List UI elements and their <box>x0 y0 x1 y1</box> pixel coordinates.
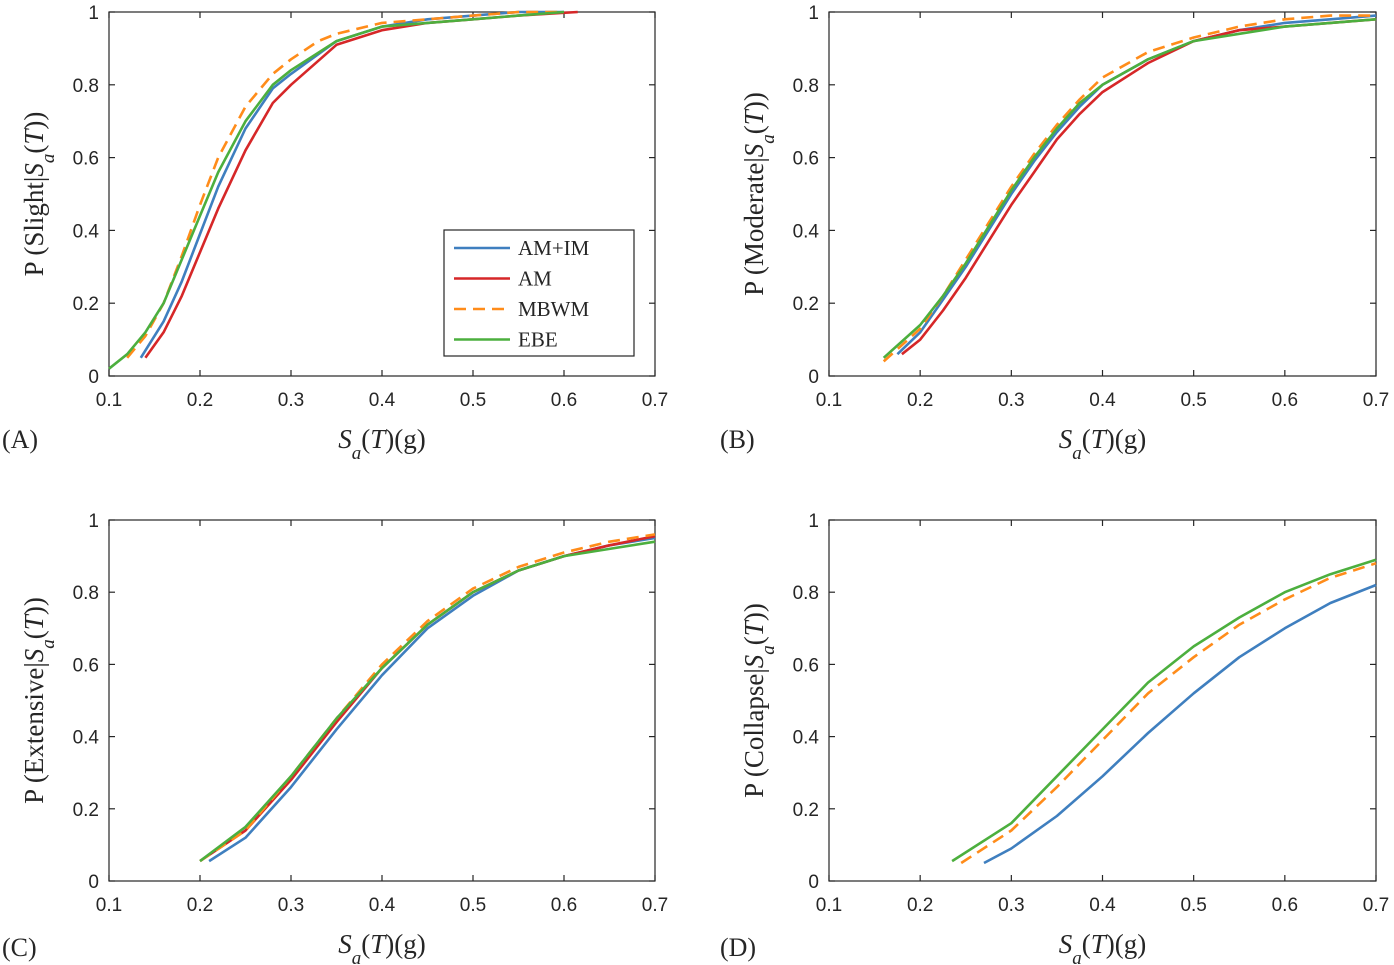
x-tick-label: 0.3 <box>278 895 304 916</box>
x-tick-label: 0.1 <box>816 895 842 916</box>
x-tick-label: 0.5 <box>1180 390 1206 411</box>
x-tick-label: 0.7 <box>1363 895 1389 916</box>
y-tick-label: 1 <box>808 3 819 24</box>
panel-label: (A) <box>2 425 38 454</box>
legend-label: AM+IM <box>518 236 590 260</box>
y-tick-label: 0 <box>88 872 99 893</box>
legend-label: MBWM <box>518 297 590 321</box>
series-line-am-plus-im <box>208 536 656 863</box>
x-tick-label: 0.1 <box>816 390 842 411</box>
x-tick-label: 0.6 <box>1272 390 1298 411</box>
y-axis-label: P (Slight|Sa(T)) <box>19 112 59 277</box>
x-tick-label: 0.5 <box>1180 895 1206 916</box>
y-tick-label: 0.8 <box>793 76 819 97</box>
series-line-mbwm <box>882 14 1376 363</box>
series-line-ebe <box>199 540 656 863</box>
x-tick-label: 0.4 <box>369 895 396 916</box>
y-tick-label: 0.2 <box>73 294 99 315</box>
series-line-mbwm <box>126 10 564 359</box>
x-tick-label: 0.6 <box>1272 895 1298 916</box>
x-tick-label: 0.7 <box>642 390 668 411</box>
series-line-am-plus-im <box>139 10 564 359</box>
y-tick-label: 0.4 <box>793 728 820 749</box>
x-tick-label: 0.2 <box>907 895 933 916</box>
y-tick-label: 0.6 <box>793 655 819 676</box>
x-tick-label: 0.2 <box>187 390 213 411</box>
x-tick-label: 0.6 <box>551 390 577 411</box>
x-tick-label: 0.5 <box>460 390 486 411</box>
x-tick-label: 0.3 <box>998 895 1024 916</box>
y-tick-label: 0.2 <box>793 800 819 821</box>
panel-d: 0.1 0.2 0.3 0.4 0.5 0.6 0.7 0 0.2 0.4 0.6 0.8 1 Sa(T)… <box>720 511 1389 965</box>
legend-label: EBE <box>518 328 558 352</box>
y-axis-label: P (Collapse|Sa(T)) <box>739 603 779 798</box>
series-line-am-plus-im <box>896 14 1377 356</box>
series-line-ebe <box>882 18 1377 359</box>
x-axis-label: Sa(T)(g) <box>1059 424 1147 464</box>
y-tick-label: 0 <box>808 367 819 388</box>
x-tick-label: 0.1 <box>96 390 122 411</box>
x-tick-label: 0.7 <box>642 895 668 916</box>
series-line-mbwm <box>960 562 1377 865</box>
y-axis-label: P (Moderate|Sa(T)) <box>739 92 779 296</box>
y-tick-label: 0.8 <box>73 583 99 604</box>
axes-box <box>828 11 1377 377</box>
series-line-ebe <box>108 10 565 370</box>
series-line-am <box>901 18 1377 356</box>
x-axis-label: Sa(T)(g) <box>338 929 426 965</box>
axes-box <box>828 519 1377 882</box>
panel-label: (C) <box>2 933 37 962</box>
x-tick-label: 0.6 <box>551 895 577 916</box>
x-tick-label: 0.4 <box>1089 895 1116 916</box>
y-tick-label: 0.2 <box>73 800 99 821</box>
legend-label: AM <box>518 267 552 291</box>
y-tick-label: 0 <box>808 872 819 893</box>
y-tick-label: 0.4 <box>793 221 820 242</box>
y-tick-label: 0.6 <box>73 149 99 170</box>
y-axis-label: P (Extensive|Sa(T)) <box>19 597 59 804</box>
legend: AM+IM AM MBWM EBE <box>443 229 635 357</box>
x-tick-label: 0.2 <box>907 390 933 411</box>
axes-box <box>108 519 656 882</box>
x-tick-label: 0.1 <box>96 895 122 916</box>
y-tick-label: 0.8 <box>73 76 99 97</box>
y-tick-label: 0.6 <box>793 149 819 170</box>
x-axis-label: Sa(T)(g) <box>338 424 426 464</box>
series-line-ebe <box>951 558 1377 863</box>
y-tick-label: 1 <box>88 3 99 24</box>
x-tick-label: 0.5 <box>460 895 486 916</box>
panel-b: 0.1 0.2 0.3 0.4 0.5 0.6 0.7 0 0.2 0.4 0.6 0.8 1 Sa(T)… <box>720 3 1389 464</box>
legend-box <box>443 229 635 357</box>
x-tick-label: 0.3 <box>998 390 1024 411</box>
x-axis-label: Sa(T)(g) <box>1059 929 1147 965</box>
y-tick-label: 0.4 <box>73 728 100 749</box>
y-tick-label: 0 <box>88 367 99 388</box>
x-tick-label: 0.4 <box>369 390 396 411</box>
panel-label: (B) <box>720 425 755 454</box>
y-tick-label: 0.6 <box>73 655 99 676</box>
x-tick-label: 0.2 <box>187 895 213 916</box>
y-tick-label: 1 <box>88 511 99 532</box>
panel-c: 0.1 0.2 0.3 0.4 0.5 0.6 0.7 0 0.2 0.4 0.6 0.8 1 Sa(T)… <box>2 511 668 965</box>
x-tick-label: 0.7 <box>1363 390 1389 411</box>
x-tick-label: 0.3 <box>278 390 304 411</box>
x-tick-label: 0.4 <box>1089 390 1116 411</box>
panel-label: (D) <box>720 933 756 962</box>
y-tick-label: 0.8 <box>793 583 819 604</box>
y-tick-label: 0.2 <box>793 294 819 315</box>
panel-a: 0.1 0.2 0.3 0.4 0.5 0.6 0.7 0 0.2 0.4 0.6 0.8 1 Sa(T)… <box>2 3 668 464</box>
y-tick-label: 0.4 <box>73 221 100 242</box>
y-tick-label: 1 <box>808 511 819 532</box>
series-line-am-plus-im <box>983 583 1377 865</box>
